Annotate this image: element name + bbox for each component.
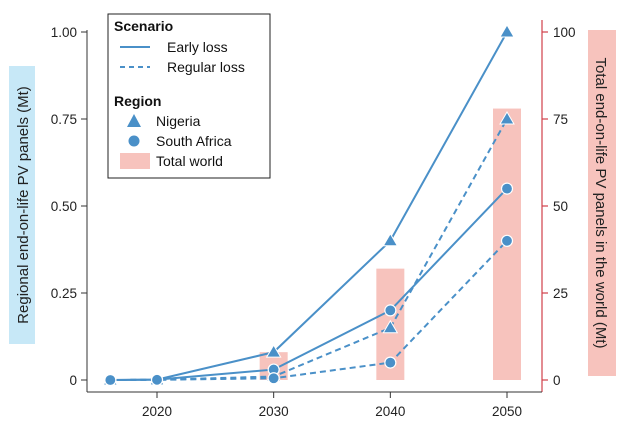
right-tick-label-3: 75 [553,112,568,127]
legend-early-loss-label: Early loss [167,39,228,55]
x-tick-label-2020: 2020 [142,404,172,419]
right-tick-label-1: 25 [553,286,568,301]
legend-regular-loss-label: Regular loss [167,59,245,75]
marker-south-africa-early-loss-2050 [500,182,514,195]
legend-region-title: Region [114,93,161,109]
axes: 0 0.25 0.50 0.75 1.00 0 25 50 75 100 2020 2030 2040 2… [51,20,576,419]
right-axis-label-bg [588,30,616,376]
left-axis-label: Regional end-on-life PV panels (Mt) [15,86,32,324]
legend-total-world-label: Total world [156,153,223,169]
marker-nigeria-early-loss-2030 [265,344,282,358]
marker-south-africa-regular-loss-2040 [384,356,397,369]
right-axis-label: Total end-on-life PV panels in the world… [592,58,609,349]
left-tick-label-2: 0.50 [51,199,77,214]
right-tick-label-4: 100 [553,25,576,40]
legend-nigeria-label: Nigeria [156,113,201,129]
legend-nigeria-marker [127,114,141,127]
legend-south-africa-label: South Africa [156,133,232,149]
series-markers [102,24,515,387]
legend-south-africa-marker [128,135,140,147]
x-tick-label-2030: 2030 [259,404,289,419]
legend-scenario-title: Scenario [114,18,173,34]
marker-south-africa-regular-loss-2020 [150,373,164,386]
left-axis-label-bg [9,66,35,344]
left-tick-label-4: 1.00 [51,25,77,40]
legend-box [107,13,271,179]
marker-nigeria-early-loss-2050 [499,24,515,38]
marker-south-africa-early-loss-2040 [384,304,397,317]
legend: Scenario Early loss Regular loss Region … [107,13,271,179]
marker-south-africa-regular-loss-2030 [267,372,280,385]
marker-south-africa-regular-loss-2050 [500,234,514,247]
marker-south-africa-regular-loss-2016 [104,373,117,387]
right-tick-label-2: 50 [553,199,568,214]
x-tick-label-2050: 2050 [492,404,522,419]
left-tick-label-1: 0.25 [51,286,77,301]
x-tick-label-2040: 2040 [375,404,405,419]
marker-nigeria-early-loss-2040 [382,232,399,247]
marker-nigeria-regular-loss-2050 [499,111,515,125]
marker-nigeria-regular-loss-2040 [382,319,399,334]
left-tick-label-0: 0 [69,373,77,388]
series-line-south-africa-early-loss [110,187,508,381]
legend-total-world-swatch [120,153,150,169]
right-tick-label-0: 0 [553,373,561,388]
series-line-south-africa-regular-loss [110,240,508,381]
left-tick-label-3: 0.75 [51,112,77,127]
